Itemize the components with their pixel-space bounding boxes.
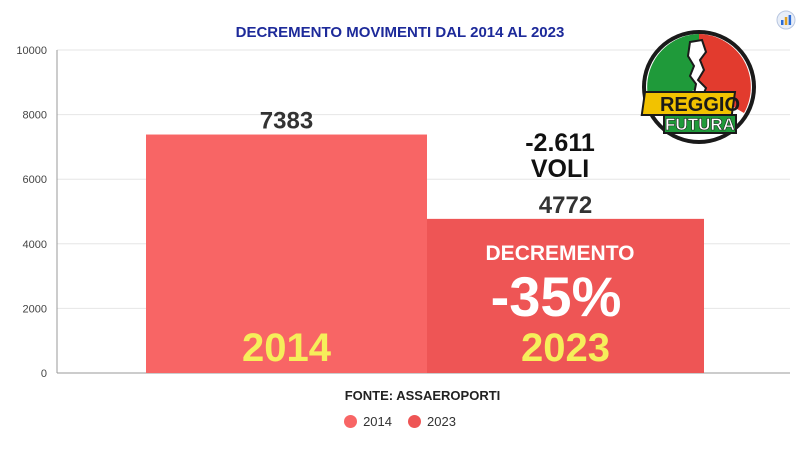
- chart-bars: 7383 2014 4772 2023: [146, 108, 704, 373]
- chart-app-icon[interactable]: [776, 10, 796, 30]
- y-tick-label: 2000: [23, 303, 47, 315]
- y-tick-label: 6000: [23, 174, 47, 186]
- legend-dot: [344, 415, 358, 428]
- y-tick-label: 8000: [23, 110, 47, 122]
- bar-2014[interactable]: [146, 134, 427, 373]
- difference-line1: -2.611: [525, 129, 595, 157]
- legend-label: 2014: [363, 414, 392, 429]
- decrement-value: -35%: [491, 265, 622, 328]
- y-tick-label: 4000: [23, 239, 47, 251]
- decrement-label: DECREMENTO: [486, 242, 635, 265]
- data-label: 7383: [260, 108, 313, 135]
- legend-item-2014[interactable]: 2014: [344, 414, 392, 429]
- y-tick-label: 10000: [16, 45, 47, 57]
- chart-annotations: -2.611 VOLI DECREMENTO -35%: [486, 129, 635, 328]
- bar-2023[interactable]: [427, 218, 704, 373]
- chart-legend: 2014 2023: [0, 414, 800, 429]
- bar-year-label: 2023: [521, 326, 610, 370]
- logo-line1: REGGIO: [660, 94, 740, 116]
- logo-line2: FUTURA: [665, 115, 735, 134]
- reggio-futura-logo: REGGIO FUTURA: [640, 30, 756, 144]
- chart-title: DECREMENTO MOVIMENTI DAL 2014 AL 2023: [235, 24, 565, 41]
- y-axis-ticks: 0 2000 4000 6000 8000 10000: [16, 45, 47, 380]
- chart-source: FONTE: ASSAEROPORTI: [344, 388, 501, 403]
- legend-item-2023[interactable]: 2023: [408, 414, 456, 429]
- y-tick-label: 0: [41, 368, 47, 380]
- bar-year-label: 2014: [242, 326, 332, 370]
- legend-dot: [408, 415, 421, 428]
- difference-line2: VOLI: [531, 155, 589, 183]
- legend-label: 2023: [427, 414, 456, 429]
- data-label: 4772: [539, 192, 592, 219]
